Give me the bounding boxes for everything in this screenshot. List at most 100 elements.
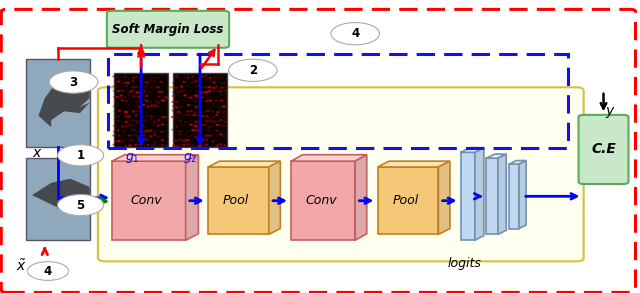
Circle shape bbox=[202, 87, 204, 88]
Circle shape bbox=[217, 96, 218, 97]
Circle shape bbox=[175, 141, 178, 142]
Circle shape bbox=[202, 107, 204, 108]
Circle shape bbox=[127, 139, 130, 141]
Circle shape bbox=[186, 139, 189, 141]
Circle shape bbox=[156, 102, 159, 103]
Circle shape bbox=[223, 136, 226, 137]
Circle shape bbox=[150, 80, 151, 81]
Circle shape bbox=[201, 97, 203, 98]
Circle shape bbox=[145, 82, 148, 83]
Circle shape bbox=[198, 130, 200, 131]
Circle shape bbox=[154, 77, 157, 79]
Circle shape bbox=[180, 86, 183, 87]
Circle shape bbox=[164, 111, 166, 112]
Circle shape bbox=[223, 121, 226, 122]
Circle shape bbox=[198, 80, 200, 81]
Circle shape bbox=[183, 81, 185, 82]
Circle shape bbox=[120, 87, 122, 88]
Circle shape bbox=[195, 125, 196, 126]
Circle shape bbox=[191, 100, 193, 101]
Circle shape bbox=[212, 121, 216, 122]
Circle shape bbox=[143, 131, 146, 132]
Circle shape bbox=[157, 76, 159, 78]
Circle shape bbox=[173, 105, 175, 107]
Circle shape bbox=[132, 111, 135, 112]
Circle shape bbox=[113, 144, 115, 145]
Circle shape bbox=[209, 130, 210, 131]
Circle shape bbox=[121, 90, 124, 91]
Circle shape bbox=[131, 125, 134, 126]
Circle shape bbox=[223, 76, 225, 77]
Circle shape bbox=[212, 111, 214, 112]
Circle shape bbox=[197, 101, 200, 102]
Circle shape bbox=[125, 145, 127, 146]
Circle shape bbox=[180, 144, 182, 145]
Circle shape bbox=[115, 116, 116, 117]
Circle shape bbox=[120, 111, 122, 113]
Circle shape bbox=[129, 145, 131, 146]
Circle shape bbox=[125, 111, 127, 113]
Circle shape bbox=[217, 82, 219, 83]
Circle shape bbox=[191, 115, 193, 116]
Circle shape bbox=[157, 125, 159, 126]
Circle shape bbox=[164, 81, 166, 82]
Circle shape bbox=[190, 140, 193, 142]
Circle shape bbox=[186, 136, 188, 137]
Text: logits: logits bbox=[447, 257, 481, 270]
Polygon shape bbox=[26, 59, 90, 146]
Circle shape bbox=[205, 144, 207, 145]
Circle shape bbox=[176, 87, 177, 88]
Circle shape bbox=[153, 95, 155, 96]
Circle shape bbox=[150, 87, 152, 88]
Circle shape bbox=[191, 87, 194, 88]
Circle shape bbox=[121, 77, 123, 78]
Circle shape bbox=[136, 92, 139, 93]
Circle shape bbox=[212, 135, 214, 136]
Circle shape bbox=[215, 139, 218, 141]
Circle shape bbox=[220, 116, 221, 117]
Circle shape bbox=[184, 110, 186, 111]
Circle shape bbox=[157, 141, 159, 142]
Circle shape bbox=[146, 91, 148, 92]
Polygon shape bbox=[208, 161, 280, 167]
Circle shape bbox=[198, 115, 200, 116]
Circle shape bbox=[164, 125, 166, 126]
Circle shape bbox=[228, 59, 277, 81]
Circle shape bbox=[184, 125, 186, 126]
Circle shape bbox=[205, 135, 207, 136]
Circle shape bbox=[205, 106, 207, 108]
Circle shape bbox=[179, 80, 181, 81]
Circle shape bbox=[223, 106, 225, 107]
Circle shape bbox=[188, 111, 189, 112]
Circle shape bbox=[164, 116, 167, 117]
Circle shape bbox=[136, 96, 138, 97]
Circle shape bbox=[114, 111, 116, 112]
Polygon shape bbox=[486, 154, 506, 158]
Circle shape bbox=[180, 125, 183, 126]
Circle shape bbox=[209, 110, 211, 111]
Circle shape bbox=[210, 81, 212, 82]
Circle shape bbox=[143, 120, 146, 122]
Circle shape bbox=[161, 100, 164, 101]
Circle shape bbox=[183, 114, 185, 115]
Polygon shape bbox=[269, 161, 280, 234]
Circle shape bbox=[165, 119, 167, 120]
Circle shape bbox=[213, 131, 214, 132]
Circle shape bbox=[154, 144, 155, 145]
Circle shape bbox=[157, 96, 160, 97]
FancyBboxPatch shape bbox=[107, 11, 229, 48]
Circle shape bbox=[161, 117, 164, 118]
Circle shape bbox=[140, 92, 141, 93]
Circle shape bbox=[146, 95, 148, 96]
Circle shape bbox=[191, 82, 193, 83]
Circle shape bbox=[136, 135, 138, 136]
Polygon shape bbox=[112, 161, 186, 240]
Circle shape bbox=[172, 110, 173, 111]
Circle shape bbox=[205, 139, 207, 140]
Circle shape bbox=[139, 144, 142, 145]
Circle shape bbox=[150, 110, 152, 111]
Circle shape bbox=[195, 139, 196, 140]
Text: 4: 4 bbox=[44, 265, 52, 277]
Circle shape bbox=[188, 77, 189, 78]
Circle shape bbox=[147, 106, 149, 107]
